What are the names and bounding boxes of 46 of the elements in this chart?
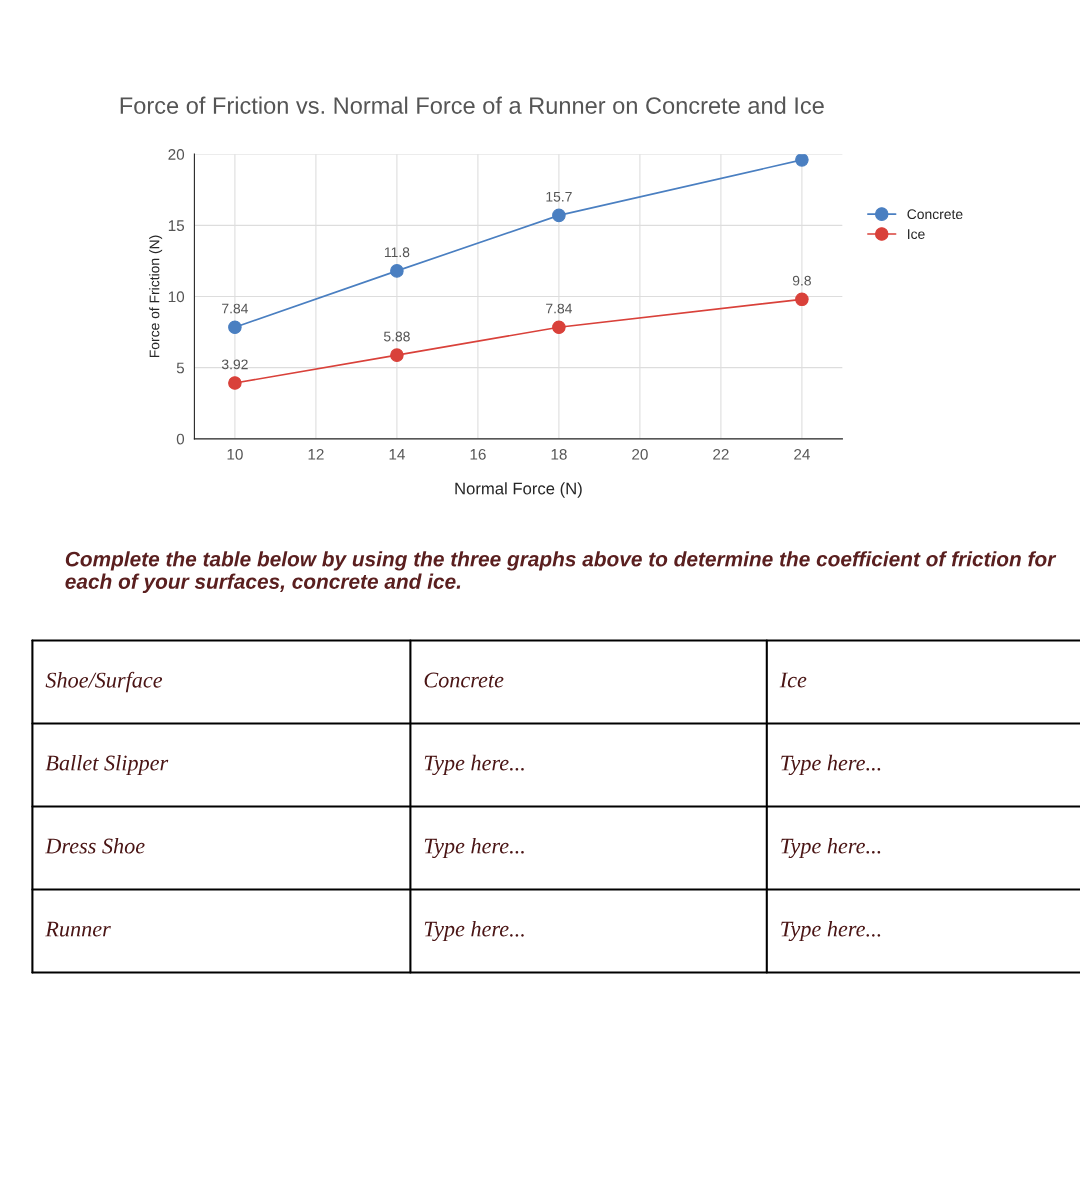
point xyxy=(228,376,242,390)
data-label: 7.84 xyxy=(222,303,249,314)
text: Type here... xyxy=(424,837,524,859)
point xyxy=(552,320,566,335)
y-tick-label: 0 xyxy=(176,433,185,445)
x-tick-label: 18 xyxy=(551,448,567,460)
data-label: 7.84 xyxy=(546,303,573,314)
x-tick-label: 24 xyxy=(794,448,810,460)
y-tick-label: 10 xyxy=(168,291,185,303)
text: Runner xyxy=(45,921,111,937)
text: Type here... xyxy=(781,754,881,776)
data-label: 5.88 xyxy=(383,331,410,342)
text: Type here... xyxy=(781,920,881,942)
text: Shoe/Surface xyxy=(45,671,163,693)
x-tick-label: 22 xyxy=(713,448,729,460)
point xyxy=(795,154,809,167)
text: Type here... xyxy=(781,837,881,859)
data-label: 9.8 xyxy=(792,275,811,286)
x-tick-label: 10 xyxy=(227,448,243,460)
text: Concrete xyxy=(424,672,504,688)
text: Complete the table below by using the three graphs above to determine the coefficient of friction for each of your surfaces, concrete and ice. xyxy=(65,551,1057,593)
text: Dress Shoe xyxy=(45,837,145,854)
point xyxy=(228,320,242,335)
text: Ice xyxy=(779,672,807,688)
legend-label: Ice xyxy=(908,229,925,240)
chart-title: Force of Friction vs. Normal Force of a Runner on Concrete and Ice xyxy=(120,96,824,114)
point xyxy=(390,348,404,362)
point xyxy=(795,292,809,307)
x-tick-label: 16 xyxy=(470,448,486,460)
text: Ballet Slipper xyxy=(45,754,169,776)
x-tick-label: 20 xyxy=(632,448,648,460)
y-axis-title: Force of Friction (N) xyxy=(149,235,163,358)
x-tick-label: 14 xyxy=(389,449,405,460)
data-label: 11.8 xyxy=(384,247,410,258)
x-axis-title: Normal Force (N) xyxy=(455,482,582,498)
y-tick-label: 5 xyxy=(176,362,185,374)
point xyxy=(552,208,566,223)
y-tick-label: 15 xyxy=(168,220,185,232)
data-label: 15.7 xyxy=(546,191,572,202)
legend-label: Concrete xyxy=(907,209,963,220)
data-label: 3.92 xyxy=(221,359,248,370)
text: Type here... xyxy=(424,920,524,942)
text: Type here... xyxy=(424,754,524,776)
point xyxy=(390,264,404,278)
y-tick-label: 20 xyxy=(168,149,185,160)
x-tick-label: 12 xyxy=(308,448,324,460)
